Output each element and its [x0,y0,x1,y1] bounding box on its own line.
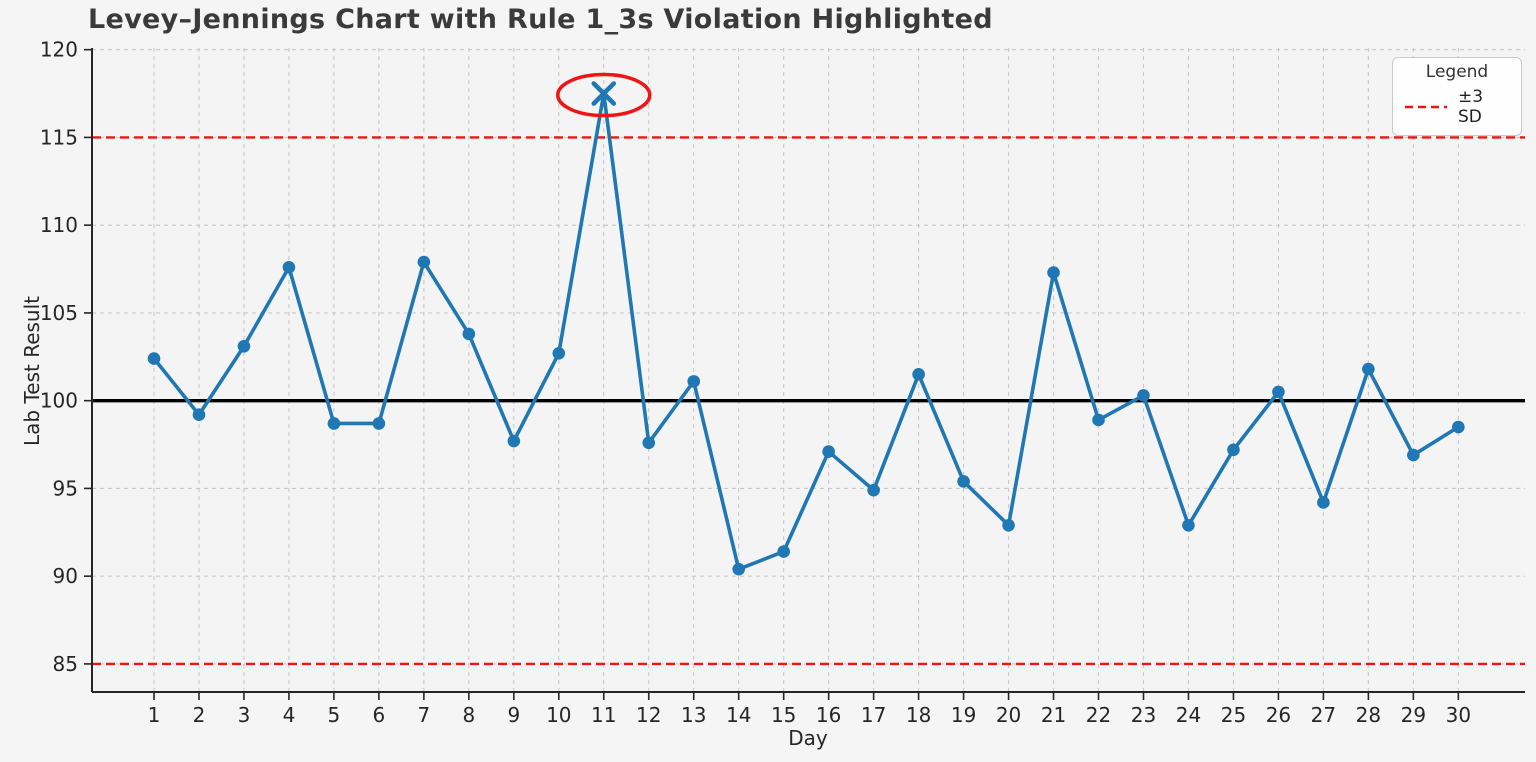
y-tick-label: 100 [40,389,78,413]
legend-entry: ±3 SD [1403,87,1511,127]
x-tick-label: 26 [1266,703,1291,727]
x-tick-label: 15 [771,703,796,727]
x-tick-label: 23 [1131,703,1156,727]
data-point-marker [417,255,431,269]
chart-title: Levey–Jennings Chart with Rule 1_3s Viol… [88,4,993,35]
x-tick-label: 5 [328,703,341,727]
x-tick-label: 11 [591,703,616,727]
series-line [152,91,1461,571]
y-tick-label: 90 [53,564,78,588]
x-tick-label: 8 [462,703,475,727]
legend-dashed-line-icon [1405,105,1447,109]
data-point-marker [237,339,251,353]
x-axis-label: Day [788,726,828,750]
y-tick-label: 120 [40,38,78,62]
x-tick-label: 14 [726,703,751,727]
data-point-marker [1137,389,1150,402]
x-tick-label: 3 [238,703,251,727]
y-tick-label: 85 [53,652,78,676]
data-point-marker [1092,413,1105,427]
data-point-marker [912,368,925,381]
x-tick-label: 6 [373,703,386,727]
data-point-marker [732,562,746,576]
x-tick-label: 1 [148,703,161,727]
x-tick-label: 18 [906,703,931,727]
data-point-marker [1407,448,1420,462]
x-tick-label: 2 [193,703,206,727]
y-tick-label: 115 [40,125,78,149]
x-tick-label: 19 [951,703,976,727]
violation-highlight-ellipse [556,72,652,118]
data-point-marker [372,417,386,430]
data-point-marker [147,352,161,365]
x-tick-label: 29 [1401,703,1426,727]
x-tick-label: 28 [1356,703,1381,727]
data-point-marker [1317,496,1330,509]
data-point-marker [1452,420,1465,434]
x-tick-label: 27 [1311,703,1336,727]
x-tick-label: 21 [1041,703,1066,727]
x-tick-label: 12 [636,703,661,727]
data-point-marker [192,408,206,422]
legend: Legend ±3 SD [1392,57,1522,136]
data-point-marker [1047,266,1060,279]
data-point-marker [822,445,835,458]
data-point-marker [507,434,521,448]
y-tick-label: 95 [53,476,78,500]
data-point-marker [1002,518,1015,532]
data-point-marker [462,327,476,341]
data-point-marker [552,346,566,360]
x-tick-label: 9 [507,703,520,727]
y-tick-label: 105 [40,301,78,325]
data-point-marker [867,483,880,497]
data-point-marker [957,475,970,488]
x-tick-label: 25 [1221,703,1246,727]
data-point-marker [1362,362,1375,376]
axes-background [92,48,1525,692]
x-tick-label: 4 [283,703,296,727]
data-point-marker [687,375,701,388]
x-tick-label: 13 [681,703,706,727]
x-tick-label: 17 [861,703,886,727]
x-tick-label: 10 [546,703,571,727]
violation-x-marker [591,81,617,106]
legend-title: Legend [1425,62,1489,82]
data-point-marker [282,260,296,274]
data-point-marker [642,436,656,450]
data-point-marker [1227,443,1240,457]
x-tick-label: 22 [1086,703,1111,727]
data-point-marker [1182,518,1195,532]
x-tick-label: 16 [816,703,841,727]
x-tick-label: 24 [1176,703,1201,727]
legend-entry-label: ±3 SD [1458,87,1484,127]
data-point-marker [777,545,790,558]
x-tick-label: 30 [1446,703,1471,727]
x-tick-label: 20 [996,703,1021,727]
y-tick-label: 110 [40,213,78,237]
data-point-marker [1272,385,1285,399]
data-point-marker [327,417,341,430]
x-tick-label: 7 [417,703,430,727]
